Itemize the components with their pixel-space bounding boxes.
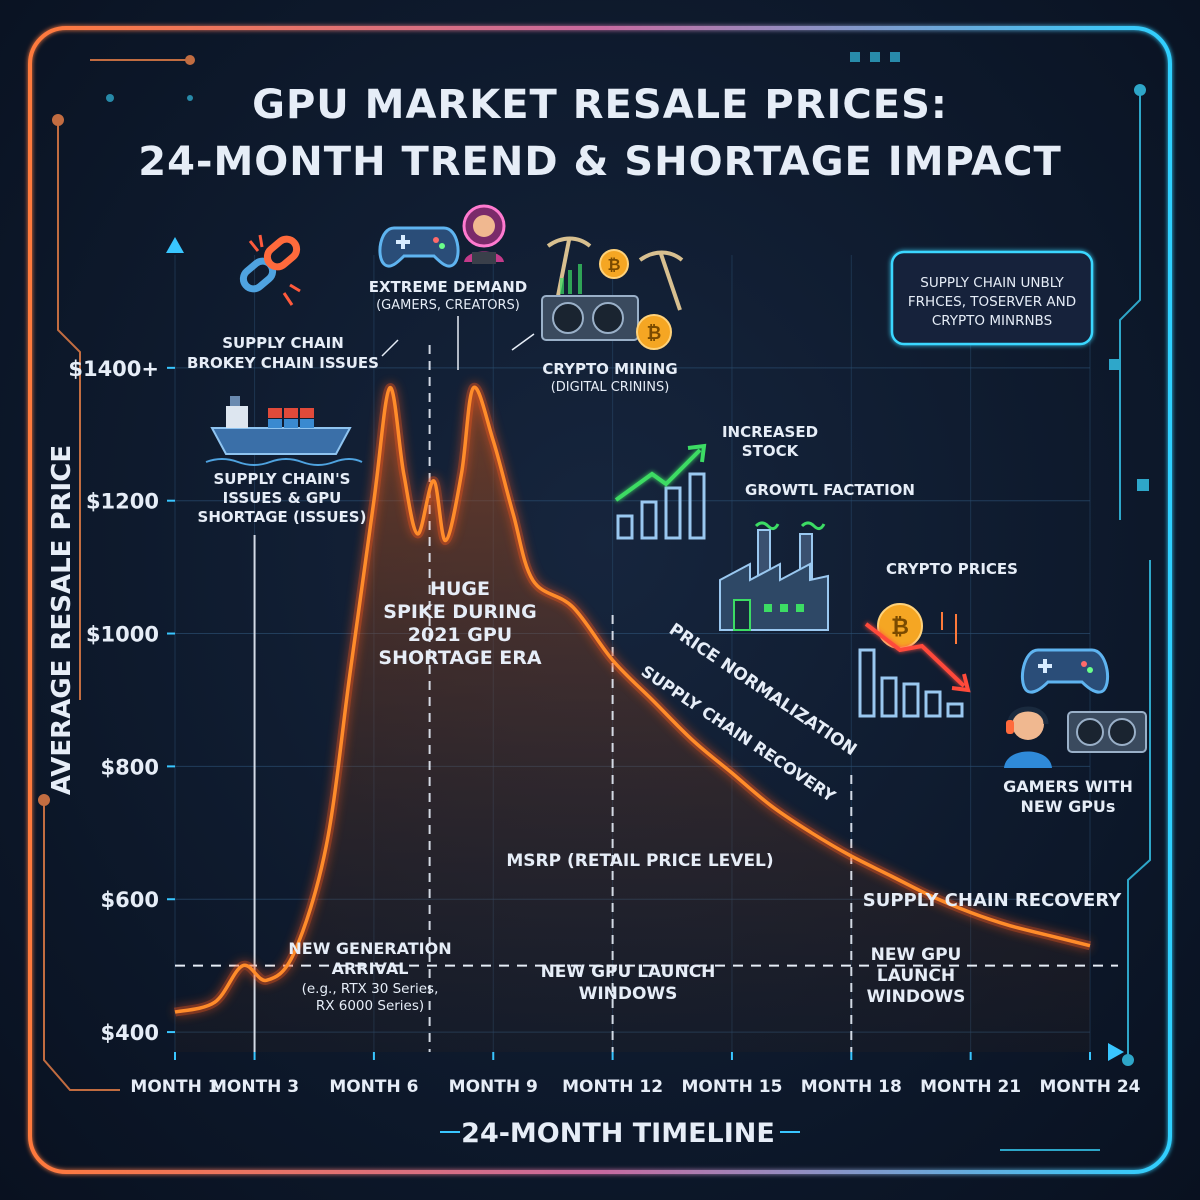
bitcoin-icon: ₿ — [599, 249, 629, 279]
bar-chart-up-icon — [614, 443, 707, 540]
x-tick-label: MONTH 24 — [1040, 1077, 1141, 1097]
annotation-new-gen-1: NEW GENERATION — [288, 939, 451, 958]
x-tick-label: MONTH 12 — [562, 1077, 663, 1097]
gamer-headset-icon — [1004, 706, 1052, 768]
callout-line-1: SUPPLY CHAIN UNBLY — [920, 275, 1064, 291]
callout-line-2: FRHCES, TOSERVER AND — [908, 294, 1076, 310]
annotation-shortage-3: SHORTAGE (ISSUES) — [198, 508, 367, 526]
svg-text:₿: ₿ — [647, 323, 662, 344]
annotation-launch-mid-2: WINDOWS — [579, 984, 678, 1004]
streamer-icon — [462, 204, 506, 264]
y-axis-title: AVERAGE RESALE PRICE — [47, 445, 77, 795]
series-line-path — [174, 385, 1091, 1014]
svg-text:₿: ₿ — [891, 615, 909, 640]
annotation-extreme-demand-1: EXTREME DEMAND — [369, 278, 527, 296]
annotation-growth: GROWTL FACTATION — [745, 481, 915, 499]
series-area — [175, 387, 1090, 1052]
y-tick-label: $1200 — [86, 490, 159, 514]
annotation-supply-recovery-right: SUPPLY CHAIN RECOVERY — [863, 890, 1122, 911]
annotation-new-gen-2: ARRIVAL — [332, 959, 409, 978]
annotation-increased-stock-2: STOCK — [742, 442, 800, 460]
y-tick-label: $1000 — [86, 623, 159, 647]
title-line-2: 24-MONTH TREND & SHORTAGE IMPACT — [138, 139, 1062, 185]
axes — [166, 237, 1124, 1061]
circuit-decoration-right — [1000, 84, 1151, 1151]
annotation-shortage-2: ISSUES & GPU — [223, 489, 342, 507]
gamepad-icon-right — [1021, 648, 1109, 694]
outer-frame — [28, 26, 1172, 1174]
cargo-ship-icon — [205, 396, 363, 466]
bitcoin-stack-icon: ₿ — [636, 314, 672, 350]
y-axis-arrow — [166, 237, 184, 253]
series-line — [173, 382, 1092, 1017]
callout-line-3: CRYPTO MINRNBS — [932, 313, 1052, 329]
y-tick-label: $800 — [101, 755, 159, 779]
annotation-spike-2: SPIKE DURING — [383, 601, 536, 623]
annotation-new-gen-3: (e.g., RTX 30 Series, — [302, 981, 439, 997]
svg-text:₿: ₿ — [607, 255, 620, 274]
pickaxe-icon — [546, 236, 592, 297]
annotation-new-gen-4: RX 6000 Series) — [316, 998, 424, 1014]
y-tick-label: $600 — [101, 888, 159, 912]
x-axis-title-group: 24-MONTH TIMELINE — [440, 1118, 800, 1149]
circuit-decoration-top — [106, 52, 900, 102]
x-tick-label: MONTH 18 — [801, 1077, 902, 1097]
x-tick-label: MONTH 15 — [681, 1077, 782, 1097]
tick-labels: $400$600$800$1000$1200$1400+MONTH 1MONTH… — [68, 357, 1140, 1097]
x-axis-arrow — [1108, 1043, 1124, 1061]
x-axis-title: 24-MONTH TIMELINE — [461, 1118, 775, 1149]
annotation-spike-3: 2021 GPU — [408, 624, 512, 646]
area-fill — [175, 387, 1090, 1052]
x-tick-label: MONTH 3 — [210, 1077, 299, 1097]
annotation-shortage-1: SUPPLY CHAIN'S — [214, 470, 351, 488]
annotation-crypto-mining-1: CRYPTO MINING — [542, 360, 677, 378]
annotation-launch-right-3: WINDOWS — [867, 987, 966, 1007]
annotation-spike-4: SHORTAGE ERA — [378, 647, 542, 669]
pickaxe-icon-2 — [638, 250, 684, 311]
annotation-supply-chain-1: SUPPLY CHAIN — [222, 334, 344, 352]
gpu-card-icon-right — [1067, 711, 1147, 753]
x-tick-label: MONTH 1 — [130, 1077, 219, 1097]
x-tick-label: MONTH 6 — [329, 1077, 418, 1097]
x-tick-label: MONTH 9 — [449, 1077, 538, 1097]
annotation-extreme-demand-2: (GAMERS, CREATORS) — [376, 298, 520, 313]
annotation-pointers — [381, 316, 535, 370]
y-tick-label: $400 — [101, 1021, 159, 1045]
bitcoin-down-chart-icon: ₿ — [858, 603, 971, 718]
annotation-gamers-1: GAMERS WITH — [1003, 777, 1133, 796]
annotation-crypto-prices: CRYPTO PRICES — [886, 560, 1018, 578]
annotation-launch-mid-1: NEW GPU LAUNCH — [541, 962, 716, 982]
annotation-spike-1: HUGE — [430, 578, 490, 600]
factory-icon — [719, 521, 829, 631]
y-tick-label: $1400+ — [68, 357, 159, 381]
annotation-supply-chain-2: BROKEY CHAIN ISSUES — [187, 354, 379, 372]
title-line-1: GPU MARKET RESALE PRICES: — [252, 82, 948, 128]
gamepad-icon — [378, 226, 460, 268]
broken-chain-icon — [239, 234, 301, 306]
gpu-card-icon — [541, 295, 639, 341]
circuit-decoration-left — [38, 55, 195, 1091]
annotation-crypto-mining-2: (DIGITAL CRININS) — [551, 380, 670, 395]
mining-chart-bars — [560, 264, 582, 294]
annotation-increased-stock-1: INCREASED — [722, 423, 818, 441]
annotation-gamers-2: NEW GPUs — [1021, 797, 1116, 816]
msrp-label: MSRP (RETAIL PRICE LEVEL) — [506, 851, 773, 871]
x-tick-label: MONTH 21 — [920, 1077, 1021, 1097]
annotation-launch-right-1: NEW GPU — [871, 945, 962, 965]
callout-box — [890, 250, 1094, 346]
annotation-launch-right-2: LAUNCH — [877, 966, 955, 986]
